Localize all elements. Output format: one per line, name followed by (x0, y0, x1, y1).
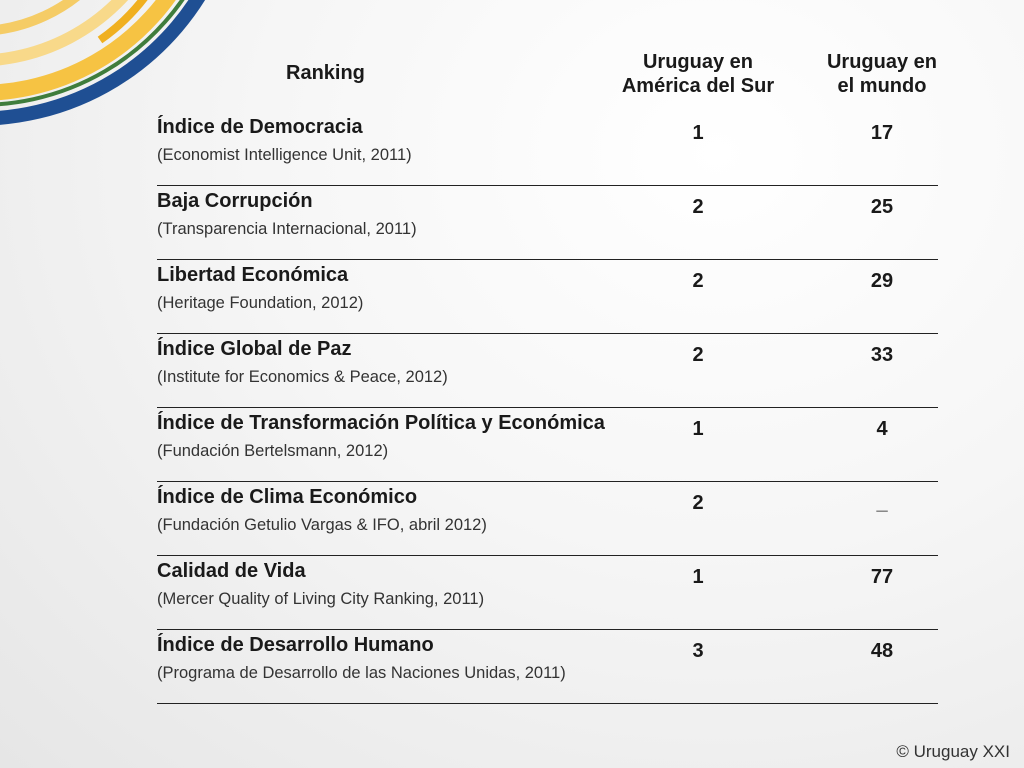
table-row: Índice de Democracia (Economist Intellig… (157, 112, 938, 186)
index-name: Índice de Desarrollo Humano (157, 634, 434, 656)
index-source: (Programa de Desarrollo de las Naciones … (157, 664, 566, 682)
header-ranking: Ranking (286, 62, 365, 84)
decorative-arc-graphic (0, 0, 206, 125)
header-world-text: Uruguay en el mundo (826, 51, 938, 97)
rank-south-america: 1 (692, 122, 704, 144)
header-world: Uruguay en el mundo (782, 50, 982, 98)
rank-south-america: 2 (692, 196, 704, 218)
rank-world: 17 (870, 122, 894, 144)
rank-world: 77 (870, 566, 894, 588)
rank-world: 4 (876, 418, 888, 440)
index-source: (Fundación Bertelsmann, 2012) (157, 442, 389, 460)
header-south-america: Uruguay en América del Sur (598, 50, 798, 98)
rank-south-america: 3 (692, 640, 704, 662)
index-source: (Economist Intelligence Unit, 2011) (157, 146, 412, 164)
index-name: Baja Corrupción (157, 190, 313, 212)
rank-world: _ (876, 492, 888, 514)
index-name: Índice de Transformación Política y Econ… (157, 412, 605, 434)
rank-world: 25 (870, 196, 894, 218)
index-name: Índice de Democracia (157, 116, 363, 138)
table-row: Baja Corrupción (Transparencia Internaci… (157, 186, 938, 260)
ranking-table: Ranking Uruguay en América del Sur Urugu… (157, 40, 938, 704)
table-row: Índice de Desarrollo Humano (Programa de… (157, 630, 938, 704)
index-name: Índice Global de Paz (157, 338, 352, 360)
rank-world: 29 (870, 270, 894, 292)
index-source: (Heritage Foundation, 2012) (157, 294, 364, 312)
copyright-notice: © Uruguay XXI (896, 742, 1010, 761)
table-row: Calidad de Vida (Mercer Quality of Livin… (157, 556, 938, 630)
header-south-america-text: Uruguay en América del Sur (621, 51, 775, 97)
index-name: Calidad de Vida (157, 560, 306, 582)
index-name: Libertad Económica (157, 264, 349, 286)
rank-world: 48 (870, 640, 894, 662)
rank-south-america: 1 (692, 566, 704, 588)
rank-south-america: 2 (692, 270, 704, 292)
rank-south-america: 2 (692, 344, 704, 366)
index-source: (Institute for Economics & Peace, 2012) (157, 368, 448, 386)
table-row: Índice de Transformación Política y Econ… (157, 408, 938, 482)
table-row: Libertad Económica (Heritage Foundation,… (157, 260, 938, 334)
table-row: Índice de Clima Económico (Fundación Get… (157, 482, 938, 556)
rank-south-america: 1 (692, 418, 704, 440)
rank-south-america: 2 (692, 492, 704, 514)
index-name: Índice de Clima Económico (157, 486, 418, 508)
table-header: Ranking Uruguay en América del Sur Urugu… (157, 40, 938, 112)
index-source: (Transparencia Internacional, 2011) (157, 220, 417, 238)
index-source: (Fundación Getulio Vargas & IFO, abril 2… (157, 516, 487, 534)
table-row: Índice Global de Paz (Institute for Econ… (157, 334, 938, 408)
rank-world: 33 (870, 344, 894, 366)
index-source: (Mercer Quality of Living City Ranking, … (157, 590, 485, 608)
